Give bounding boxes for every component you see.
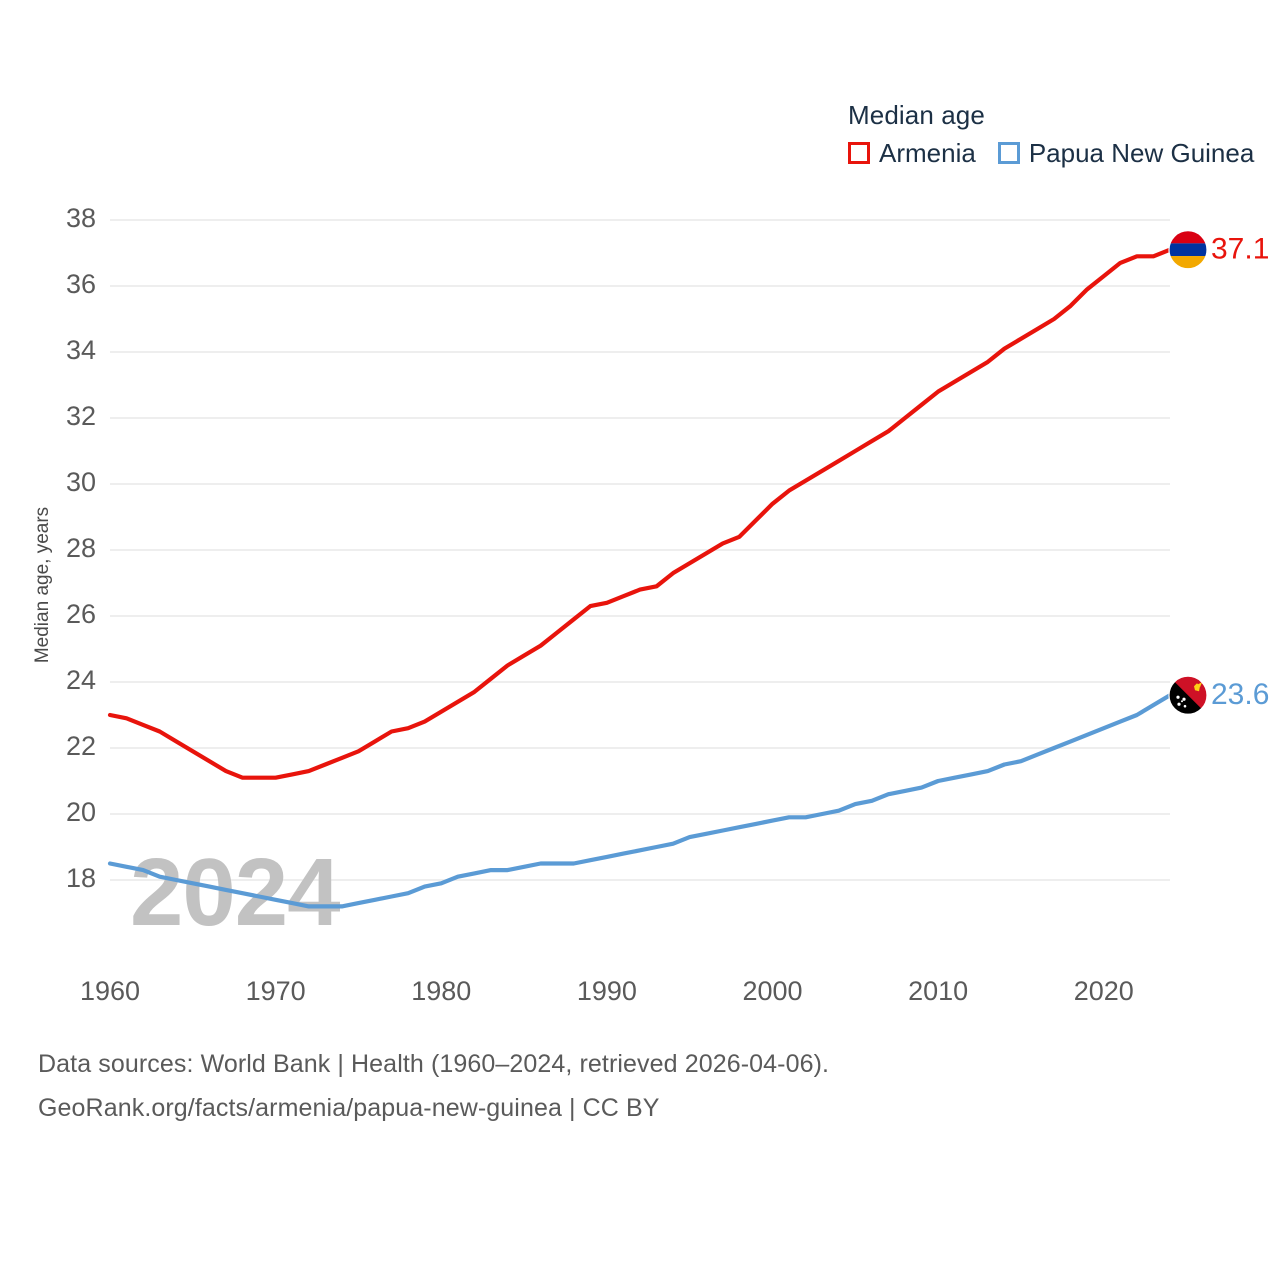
x-tick-label: 1990: [577, 976, 637, 1006]
x-tick-label: 2000: [742, 976, 802, 1006]
y-tick-label: 36: [66, 269, 96, 299]
chart-footer: Data sources: World Bank | Health (1960–…: [38, 1042, 1218, 1130]
footer-data-sources: Data sources: World Bank | Health (1960–…: [38, 1050, 830, 1078]
series-line-armenia: [107, 247, 1173, 780]
chart-legend: Median age Armenia Papua New Guinea: [848, 98, 1268, 168]
x-axis-ticks: 1960 1970 1980 1990 2000 2010 2020: [80, 976, 1134, 1006]
x-tick-label: 2010: [908, 976, 968, 1006]
legend-label-papua-new-guinea: Papua New Guinea: [1028, 138, 1255, 168]
endpoint-value-papua-new-guinea: 23.6: [1211, 678, 1269, 711]
line-chart: 18 20 22 24 26 28 30 32 34 36 38 1960 1970 1980 1990 2…: [32, 203, 1269, 1006]
endpoint-value-armenia: 37.1: [1211, 233, 1269, 266]
y-tick-label: 18: [66, 863, 96, 893]
x-tick-label: 1960: [80, 976, 140, 1006]
legend-label-armenia: Armenia: [879, 138, 976, 168]
y-tick-label: 32: [66, 401, 96, 431]
series-line-papua-new-guinea: [107, 693, 1173, 909]
x-tick-label: 2020: [1074, 976, 1134, 1006]
y-tick-label: 22: [66, 731, 96, 761]
data-series: [107, 247, 1173, 909]
footer-attribution: GeoRank.org/facts/armenia/papua-new-guin…: [38, 1094, 660, 1122]
y-tick-label: 30: [66, 467, 96, 497]
y-axis-title: Median age, years: [32, 507, 53, 663]
endpoint-marker-armenia[interactable]: [1168, 230, 1208, 270]
y-tick-label: 28: [66, 533, 96, 563]
legend-title: Median age: [848, 100, 985, 130]
legend-item-papua-new-guinea[interactable]: Papua New Guinea: [997, 138, 1255, 168]
endpoint-marker-papua-new-guinea[interactable]: [1168, 675, 1208, 715]
gridlines: [110, 219, 1170, 881]
y-axis-ticks: 18 20 22 24 26 28 30 32 34 36 38: [66, 203, 96, 893]
legend-swatch-papua-new-guinea: [997, 142, 1020, 164]
y-tick-label: 38: [66, 203, 96, 233]
x-tick-label: 1980: [411, 976, 471, 1006]
legend-items: Armenia Papua New Guinea: [848, 138, 1268, 168]
x-tick-label: 1970: [246, 976, 306, 1006]
legend-item-armenia[interactable]: Armenia: [848, 138, 976, 168]
legend-swatch-armenia: [848, 142, 870, 164]
y-tick-label: 26: [66, 599, 96, 629]
y-tick-label: 34: [66, 335, 96, 365]
y-tick-label: 20: [66, 797, 96, 827]
plot-area: 18 20 22 24 26 28 30 32 34 36 38 1960 1970 1980 1990 2…: [32, 203, 1269, 1006]
y-tick-label: 24: [66, 665, 96, 695]
